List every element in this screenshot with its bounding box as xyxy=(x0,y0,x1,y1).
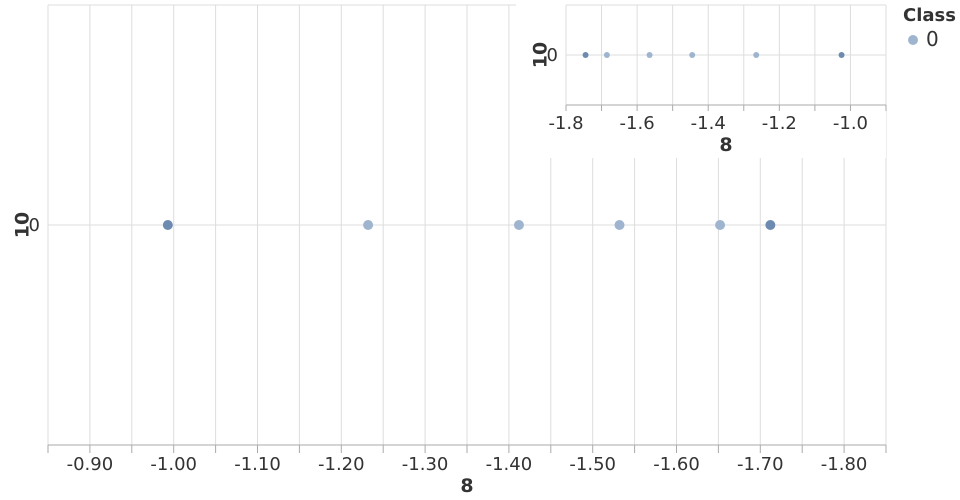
data-point xyxy=(753,52,760,58)
x-tick-label: -0.90 xyxy=(67,454,114,475)
data-point xyxy=(363,220,374,230)
inset-background xyxy=(516,0,886,158)
x-tick-label: -1.20 xyxy=(318,454,365,475)
x-tick-label: -1.40 xyxy=(486,454,533,475)
data-point xyxy=(614,220,625,230)
legend-swatch-0 xyxy=(908,35,918,45)
x-tick-label: -1.30 xyxy=(402,454,449,475)
data-point xyxy=(162,220,173,230)
x-tick-label: -1.60 xyxy=(653,454,700,475)
legend: Class 0 xyxy=(903,5,956,51)
inset-scatter-chart: -1.8 -1.6 -1.4 -1.2 -1.0 0 8 10 xyxy=(516,0,887,158)
data-point xyxy=(715,220,726,230)
legend-label-0: 0 xyxy=(926,27,939,51)
x-axis-title: 8 xyxy=(460,475,473,497)
legend-title: Class xyxy=(903,5,956,26)
x-tick-label: -1.2 xyxy=(762,113,797,134)
y-axis-title: 10 xyxy=(12,212,34,238)
y-tick-label: 0 xyxy=(547,45,558,66)
data-point xyxy=(603,52,610,58)
x-tick-label: -1.00 xyxy=(150,454,197,475)
data-point xyxy=(689,52,696,58)
data-point xyxy=(838,52,845,58)
x-tick-label: -1.8 xyxy=(548,113,583,134)
data-point xyxy=(765,220,776,230)
x-tick-label: -1.10 xyxy=(234,454,281,475)
x-tick-label: -1.4 xyxy=(691,113,726,134)
data-point xyxy=(582,52,589,58)
y-axis-title: 10 xyxy=(530,42,552,68)
x-tick-label: -1.50 xyxy=(569,454,616,475)
x-tick-label: -1.6 xyxy=(620,113,655,134)
x-axis-title: 8 xyxy=(719,134,732,156)
data-point xyxy=(513,220,524,230)
x-tick-label: -1.80 xyxy=(821,454,868,475)
y-tick-label: 0 xyxy=(29,215,40,236)
x-tick-label: -1.70 xyxy=(737,454,784,475)
data-point xyxy=(646,52,653,58)
x-tick-label: -1.0 xyxy=(833,113,868,134)
